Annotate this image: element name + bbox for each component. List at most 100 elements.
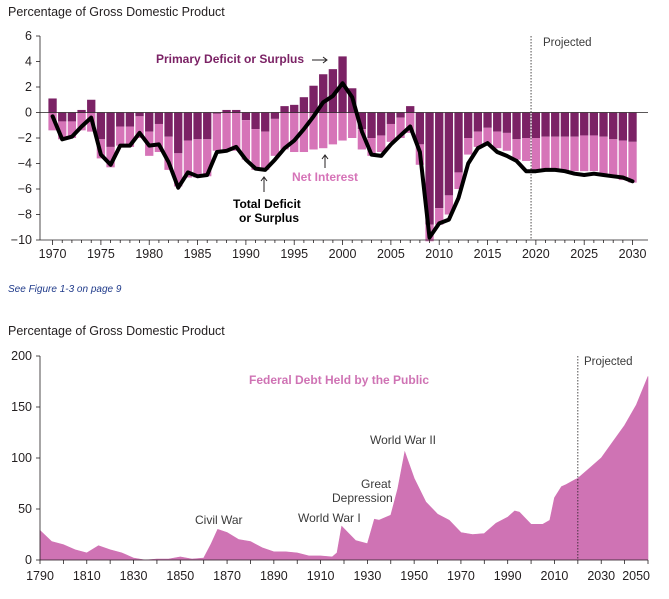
x-tick-label: 1950 bbox=[400, 569, 428, 583]
net-interest-bar bbox=[299, 112, 309, 153]
x-tick-label: 2010 bbox=[425, 247, 453, 261]
net-interest-bar bbox=[106, 146, 115, 168]
primary-deficit-arrowhead bbox=[322, 56, 328, 64]
primary-bar bbox=[309, 85, 318, 113]
x-tick-label: 1990 bbox=[232, 247, 260, 261]
net-interest-bar bbox=[406, 112, 415, 133]
x-tick-label: 2010 bbox=[541, 569, 569, 583]
net-interest-bar bbox=[512, 139, 521, 160]
x-tick-label: 2030 bbox=[619, 247, 647, 261]
x-tick-label: 2000 bbox=[329, 247, 357, 261]
primary-bar bbox=[67, 112, 77, 122]
x-tick-label: 1995 bbox=[280, 247, 308, 261]
primary-bar bbox=[77, 109, 86, 113]
x-tick-label: 2005 bbox=[377, 247, 405, 261]
net-interest-bar bbox=[618, 140, 628, 181]
y-tick-label: −2 bbox=[18, 131, 32, 145]
primary-bar bbox=[319, 74, 328, 113]
y-tick-label: 0 bbox=[25, 553, 32, 567]
y-tick-label: −10 bbox=[11, 233, 32, 247]
primary-bar bbox=[241, 112, 251, 121]
net-interest-bar bbox=[125, 126, 135, 147]
net-interest-bar bbox=[135, 116, 144, 138]
debt-area bbox=[39, 376, 649, 561]
primary-bar bbox=[367, 112, 376, 138]
primary-bar bbox=[125, 112, 135, 127]
primary-bar bbox=[522, 112, 531, 138]
net-interest-bar bbox=[67, 121, 77, 138]
total-deficit-label-line1: Total Deficit bbox=[233, 197, 301, 211]
great-depression-label-1: Great bbox=[361, 477, 392, 491]
net-interest-label: Net Interest bbox=[292, 170, 358, 184]
x-tick-label: 2015 bbox=[474, 247, 502, 261]
net-interest-bar bbox=[357, 129, 367, 150]
y-tick-label: 6 bbox=[25, 29, 32, 43]
civil-war-label: Civil War bbox=[195, 513, 243, 527]
x-tick-label: 2050 bbox=[622, 569, 650, 583]
net-interest-bar bbox=[570, 136, 579, 172]
primary-bar bbox=[386, 112, 396, 124]
primary-bar bbox=[251, 112, 260, 130]
primary-bar bbox=[174, 112, 183, 154]
x-tick-label: 1810 bbox=[73, 569, 101, 583]
net-interest-bar bbox=[280, 112, 289, 150]
total-deficit-line bbox=[50, 81, 635, 240]
primary-bar bbox=[116, 112, 125, 127]
x-tick-label: 1980 bbox=[135, 247, 163, 261]
primary-bar bbox=[328, 69, 338, 113]
primary-bar bbox=[203, 112, 212, 140]
net-interest-bar bbox=[483, 127, 492, 145]
debt-chart: Percentage of Gross Domestic Product 200… bbox=[8, 324, 650, 583]
primary-bar bbox=[87, 99, 96, 113]
net-interest-bar bbox=[560, 136, 570, 172]
x-tick-label: 2025 bbox=[570, 247, 598, 261]
debt-chart-ylabel: Percentage of Gross Domestic Product bbox=[8, 324, 225, 338]
net-interest-bar bbox=[154, 123, 164, 153]
primary-bar bbox=[261, 112, 270, 132]
x-tick-label: 1790 bbox=[26, 569, 54, 583]
x-tick-label: 1910 bbox=[307, 569, 335, 583]
primary-bar bbox=[415, 112, 425, 145]
primary-bar bbox=[599, 112, 608, 137]
net-interest-bar bbox=[212, 113, 222, 151]
net-interest-bar bbox=[386, 123, 396, 142]
deficit-chart: Percentage of Gross Domestic Product 6 4 2… bbox=[8, 5, 648, 261]
net-interest-bar bbox=[502, 132, 512, 151]
net-interest-bar bbox=[251, 129, 260, 170]
world-war-2-label: World War II bbox=[370, 433, 436, 447]
primary-deficit-label: Primary Deficit or Surplus bbox=[156, 52, 304, 66]
net-interest-bar bbox=[174, 153, 183, 187]
deficit-x-axis: 1970 1975 1980 1985 1990 1995 2000 2005 2010 2015… bbox=[39, 239, 648, 261]
net-interest-bar bbox=[164, 136, 173, 170]
great-depression-label-2: Depression bbox=[332, 491, 393, 505]
deficit-chart-ylabel: Percentage of Gross Domestic Product bbox=[8, 5, 225, 19]
net-interest-bar bbox=[116, 126, 125, 146]
x-tick-label: 1870 bbox=[213, 569, 241, 583]
net-interest-bar bbox=[473, 131, 483, 147]
debt-x-axis: 1790 1810 1830 1850 1870 1890 1910 1930 1950 1970… bbox=[26, 559, 650, 583]
primary-bar bbox=[357, 112, 367, 130]
primary-bar bbox=[299, 97, 309, 113]
total-deficit-label-line2: or Surplus bbox=[239, 211, 299, 225]
primary-bar bbox=[580, 112, 589, 136]
primary-bar bbox=[502, 112, 512, 133]
primary-bar bbox=[425, 112, 434, 225]
net-interest-bar bbox=[435, 208, 444, 225]
net-interest-bar bbox=[319, 112, 328, 149]
primary-bar bbox=[145, 112, 154, 132]
debt-series-label: Federal Debt Held by the Public bbox=[249, 373, 429, 387]
primary-bar bbox=[473, 112, 483, 132]
primary-bar bbox=[464, 112, 473, 138]
net-interest-bar bbox=[609, 139, 618, 178]
primary-bar bbox=[164, 112, 173, 137]
primary-bar bbox=[551, 112, 560, 137]
y-tick-label: −6 bbox=[18, 182, 32, 196]
primary-bar bbox=[212, 112, 222, 114]
primary-bar bbox=[396, 112, 405, 118]
primary-bar bbox=[106, 112, 115, 147]
y-tick-label: 200 bbox=[11, 349, 32, 363]
primary-bar bbox=[570, 112, 579, 137]
x-tick-label: 1985 bbox=[184, 247, 212, 261]
x-tick-label: 1930 bbox=[353, 569, 381, 583]
